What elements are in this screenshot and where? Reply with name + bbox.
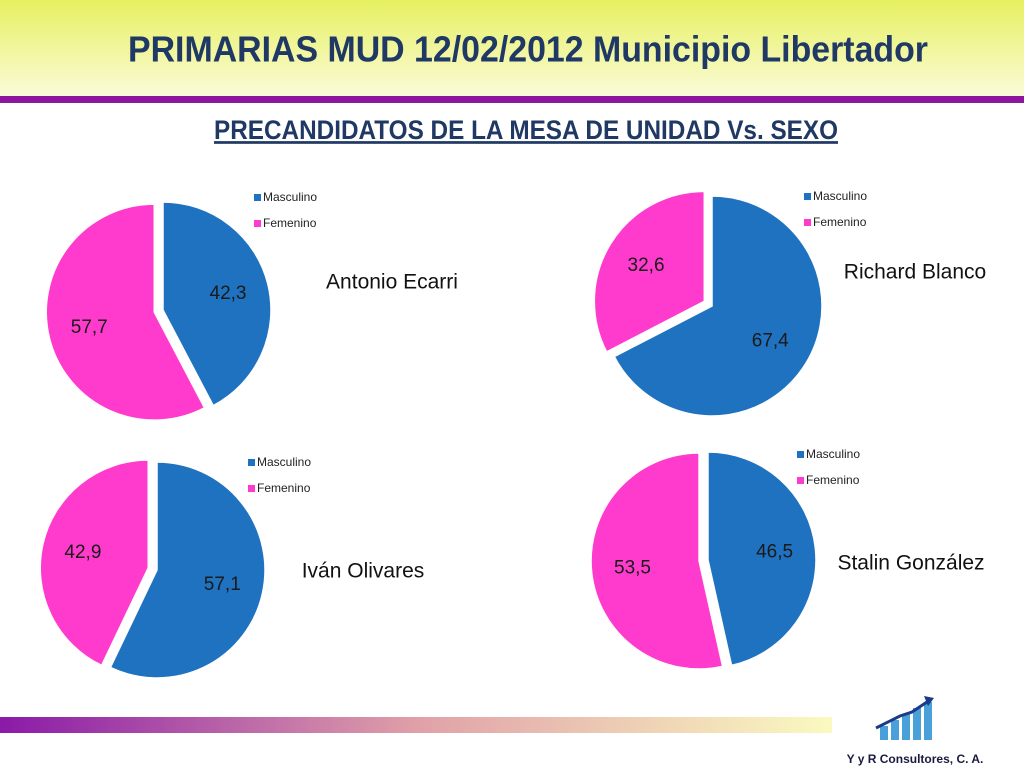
header-band bbox=[0, 0, 1024, 96]
legend-swatch bbox=[797, 451, 804, 458]
pie-slice bbox=[109, 461, 266, 679]
pie-chart: 57,1 42,9 Masculino Femenino Iván Olivares bbox=[39, 455, 425, 679]
value-label: 57,7 bbox=[71, 317, 108, 338]
slide-subtitle: PRECANDIDATOS DE LA MESA DE UNIDAD Vs. S… bbox=[214, 115, 838, 145]
legend-swatch bbox=[804, 219, 811, 226]
pie-slice bbox=[39, 459, 149, 667]
legend-label: Masculino bbox=[806, 447, 860, 461]
legend-label: Femenino bbox=[806, 473, 860, 487]
pie-slice bbox=[593, 190, 706, 353]
value-label: 46,5 bbox=[756, 542, 793, 563]
candidate-name: Stalin González bbox=[837, 552, 984, 575]
candidate-name: Antonio Ecarri bbox=[326, 271, 458, 294]
candidate-name: Iván Olivares bbox=[302, 560, 425, 583]
pie-chart: 46,5 53,5 Masculino Femenino Stalin González bbox=[590, 447, 985, 670]
pie-slice bbox=[45, 203, 206, 421]
logo bbox=[875, 696, 934, 740]
legend-swatch bbox=[248, 485, 255, 492]
pie-chart: 42,3 57,7 Masculino Femenino Antonio Ecarri bbox=[45, 190, 458, 421]
slide-title: PRIMARIAS MUD 12/02/2012 Municipio Liber… bbox=[128, 29, 928, 70]
legend-label: Femenino bbox=[813, 215, 867, 229]
value-label: 67,4 bbox=[752, 330, 789, 351]
legend-swatch bbox=[254, 194, 261, 201]
value-label: 42,3 bbox=[210, 283, 247, 304]
value-label: 32,6 bbox=[628, 255, 665, 276]
pie-chart: 67,4 32,6 Masculino Femenino Richard Blanco bbox=[593, 189, 986, 417]
legend-swatch bbox=[254, 220, 261, 227]
legend-label: Femenino bbox=[263, 216, 317, 230]
pie-slice bbox=[707, 451, 817, 667]
pie-slice bbox=[613, 195, 823, 417]
legend-label: Masculino bbox=[257, 455, 311, 469]
legend-swatch bbox=[797, 477, 804, 484]
value-label: 42,9 bbox=[64, 542, 101, 563]
legend-label: Masculino bbox=[813, 189, 867, 203]
footer-bar bbox=[0, 717, 832, 733]
pie-slice bbox=[590, 452, 724, 670]
legend-swatch bbox=[248, 459, 255, 466]
candidate-name: Richard Blanco bbox=[844, 261, 986, 284]
footer-company: Y y R Consultores, C. A. bbox=[847, 752, 984, 766]
header-rule bbox=[0, 96, 1024, 103]
legend-swatch bbox=[804, 193, 811, 200]
legend-label: Masculino bbox=[263, 190, 317, 204]
value-label: 53,5 bbox=[614, 557, 651, 578]
pie-slice bbox=[162, 201, 272, 407]
value-label: 57,1 bbox=[204, 574, 241, 595]
legend-label: Femenino bbox=[257, 481, 311, 495]
